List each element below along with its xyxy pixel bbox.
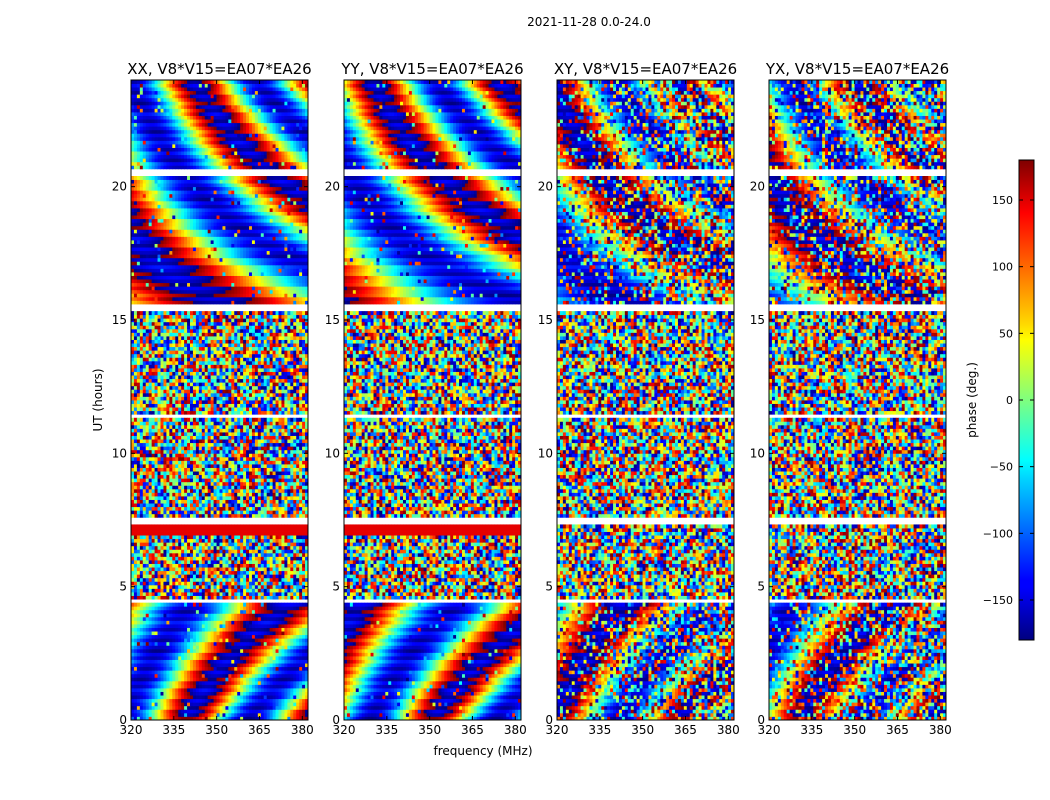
x-tick-label: 320 [333, 723, 356, 737]
y-tick-label: 10 [325, 446, 340, 460]
phase-heatmap [769, 80, 946, 720]
y-tick-label: 5 [119, 580, 127, 594]
y-tick-label: 15 [538, 313, 553, 327]
colorbar-tick-label: 100 [992, 261, 1013, 274]
x-tick-label: 380 [717, 723, 740, 737]
x-tick-label: 365 [886, 723, 909, 737]
x-tick-label: 350 [205, 723, 228, 737]
x-tick-label: 350 [418, 723, 441, 737]
phase-heatmap [131, 80, 308, 720]
y-tick-label: 20 [325, 180, 340, 194]
panel-title: XY, V8*V15=EA07*EA26 [554, 60, 737, 78]
y-tick-label: 15 [112, 313, 127, 327]
panel-1: XX, V8*V15=EA07*EA26 320 335 350 365 380 0 5 10 1… [112, 60, 314, 737]
x-tick-label: 320 [546, 723, 569, 737]
colorbar-tick-label: −100 [983, 527, 1013, 540]
x-tick-label: 380 [291, 723, 314, 737]
y-axis-label: UT (hours) [91, 368, 105, 431]
y-tick-label: 5 [545, 580, 553, 594]
x-tick-label: 380 [929, 723, 952, 737]
x-tick-label: 335 [162, 723, 185, 737]
y-tick-label: 15 [750, 313, 765, 327]
panel-3: XY, V8*V15=EA07*EA26 320 335 350 365 380 0 5 10 1… [538, 60, 740, 737]
panel-frame [130, 79, 309, 721]
panel-frame [343, 79, 522, 721]
panel-frame [768, 79, 947, 721]
colorbar-gradient [1019, 160, 1034, 640]
phase-heatmap [557, 80, 734, 720]
y-tick-label: 10 [538, 446, 553, 460]
x-tick-label: 320 [120, 723, 143, 737]
x-tick-label: 365 [248, 723, 271, 737]
y-tick-label: 0 [119, 713, 127, 727]
y-tick-label: 5 [757, 580, 765, 594]
x-tick-label: 365 [674, 723, 697, 737]
panel-4: YX, V8*V15=EA07*EA26 320 335 350 365 380 0 5 10 1… [750, 60, 952, 737]
phase-heatmap [344, 80, 521, 720]
y-tick-label: 0 [757, 713, 765, 727]
x-tick-label: 350 [843, 723, 866, 737]
x-axis-label: frequency (MHz) [433, 744, 532, 758]
y-tick-label: 0 [332, 713, 340, 727]
y-tick-label: 20 [750, 180, 765, 194]
x-tick-label: 335 [588, 723, 611, 737]
panel-title: YY, V8*V15=EA07*EA26 [340, 60, 523, 78]
x-tick-label: 380 [504, 723, 527, 737]
colorbar-label: phase (deg.) [965, 362, 979, 438]
colorbar-tick-label: 150 [992, 194, 1013, 207]
y-tick-label: 10 [112, 446, 127, 460]
figure-title: 2021-11-28 0.0-24.0 [527, 15, 651, 29]
x-tick-label: 350 [631, 723, 654, 737]
y-tick-label: 20 [538, 180, 553, 194]
panel-title: XX, V8*V15=EA07*EA26 [127, 60, 311, 78]
colorbar-tick-label: −50 [990, 461, 1013, 474]
y-tick-label: 5 [332, 580, 340, 594]
panel-frame [556, 79, 735, 721]
colorbar: phase (deg.) 150 100 50 0 −50 −100 −150 [965, 159, 1035, 641]
x-tick-label: 335 [375, 723, 398, 737]
colorbar-tick-label: 0 [1006, 394, 1013, 407]
colorbar-tick-label: 50 [999, 327, 1013, 340]
y-tick-label: 0 [545, 713, 553, 727]
y-tick-label: 10 [750, 446, 765, 460]
x-tick-label: 335 [800, 723, 823, 737]
y-tick-label: 15 [325, 313, 340, 327]
panel-2: YY, V8*V15=EA07*EA26 320 335 350 365 380 0 5 10 1… [325, 60, 527, 737]
colorbar-tick-label: −150 [983, 594, 1013, 607]
x-tick-label: 320 [758, 723, 781, 737]
panels: XX, V8*V15=EA07*EA26 320 335 350 365 380 0 5 10 1… [112, 60, 952, 737]
y-tick-label: 20 [112, 180, 127, 194]
x-tick-label: 365 [461, 723, 484, 737]
panel-title: YX, V8*V15=EA07*EA26 [765, 60, 949, 78]
